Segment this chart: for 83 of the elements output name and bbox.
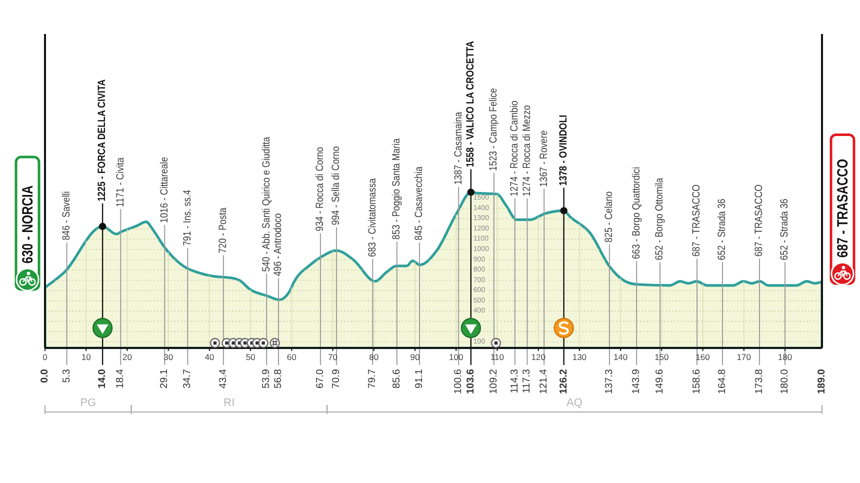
x-tick-label: 0 [42,352,48,362]
annotation: 720 - Posta [217,207,230,254]
x2-tick-label: 180.0 [780,368,790,394]
annotation: 1016 - Cittareale [158,156,171,223]
x-tick-label: 120 [531,352,546,362]
annotation: 663 - Borgo Quattordici [630,166,643,260]
point [467,188,475,196]
annotation: 934 - Rocca di Corno [314,147,326,232]
x2-tick-label: 91.1 [414,368,426,388]
annotation: 1225 - FORCA DELLA CIVITA [96,79,108,202]
x-tick-label: 140 [613,352,628,362]
x2-tick-label: 18.4 [115,368,126,388]
x2-tick-label: 158.6 [692,368,703,394]
x2-tick-label: 189.0 [816,368,828,394]
x2-tick-label: 173.8 [754,368,766,394]
x2-tick-label: 149.6 [654,368,666,394]
text: PG [80,397,96,409]
text: AQ [566,397,583,409]
annotation: 687 - TRASACCO [834,158,851,258]
x2-tick-label: 100.6 [453,368,464,394]
x2-tick-label: 70.9 [330,368,342,388]
x-tick-label: 150 [654,352,670,362]
x-tick-label: 180 [778,352,792,362]
x2-tick-label: 137.3 [604,368,615,394]
x2-tick-label: 5.3 [61,368,72,383]
annotation: 687 - TRASACCO [754,184,766,257]
x-tick-label: 90 [410,352,420,362]
x-tick-label: 170 [736,352,752,362]
annotation: 994 - Sella di Corno [330,146,342,226]
x2-tick-label: 143.9 [631,368,642,394]
text: RI [224,397,235,409]
x-tick-label: 40 [204,352,214,362]
x2-tick-label: 43.4 [218,368,229,388]
x-tick-label: 30 [164,352,174,362]
annotation: 1378 - OVINDOLI [558,114,570,186]
x2-tick-label: 121.4 [538,368,550,394]
annotation: 652 - Strada 36 [716,198,728,260]
point [560,207,568,214]
annotation: 683 - Civitatomassa [366,178,379,258]
annotation: 1367 - Rovere [538,130,550,187]
annotation: 1387 - Casamaina [452,111,465,185]
point [98,222,106,230]
annotation: 825 - Celano [604,191,616,242]
x2-tick-label: 109.2 [488,368,500,394]
x2-tick-label: 56.8 [273,368,284,388]
x2-tick-label: 14.0 [97,368,108,388]
x2-tick-label: 85.6 [391,368,402,388]
annotation: 1558 - VALICO LA CROCETTA [464,41,477,168]
x2-tick-label: 117.3 [522,368,533,394]
x2-tick-label: 53.9 [261,368,272,388]
x2-tick-label: 29.1 [159,368,170,388]
annotation: 630 - NORCIA [19,185,36,264]
x-tick-label: 80 [369,352,379,362]
annotation: 540 - Abb. Santi Quirico e Giuditta [260,136,273,272]
annotation: 1171 - Civita [114,157,127,207]
x2-tick-label: 0.0 [40,368,50,383]
annotation: 1523 - Campo Felice [488,88,500,171]
x-tick-label: 20 [122,352,132,362]
x-tick-label: 160 [696,352,710,362]
x-tick-label: 50 [246,352,256,362]
x-tick-label: 60 [286,352,297,362]
annotation: 1274 - Rocca di Mezzo [521,105,534,196]
x-tick-label: 110 [490,352,504,362]
annotation: 496 - Antrodoco [272,213,284,276]
annotation: 652 - Strada 36 [779,198,791,260]
x-tick-label: 70 [328,352,338,362]
x2-tick-label: 103.6 [465,368,476,394]
x2-tick-label: 114.3 [509,368,520,394]
annotation: 846 - Savelli [60,191,73,240]
x-tick-label: 130 [572,352,587,362]
x2-tick-label: 34.7 [182,368,194,388]
annotation: 1274 - Rocca di Cambio [508,100,521,196]
x2-tick-label: 67.0 [314,368,326,388]
annotation: 853 - Poggio Santa Maria [390,138,403,240]
annotation: 687 - TRASACCO [691,184,703,257]
annotation: 652 - Borgo Ottomila [654,177,666,260]
x-tick-label: 100 [449,352,464,362]
annotation: 845 - Casavecchia [414,166,426,240]
x2-tick-label: 164.8 [717,368,728,394]
annotation: 791 - Ins. ss.4 [182,189,194,246]
x2-tick-label: 126.2 [558,368,570,394]
x2-tick-label: 79.7 [367,368,378,388]
x-tick-label: 10 [81,352,92,362]
